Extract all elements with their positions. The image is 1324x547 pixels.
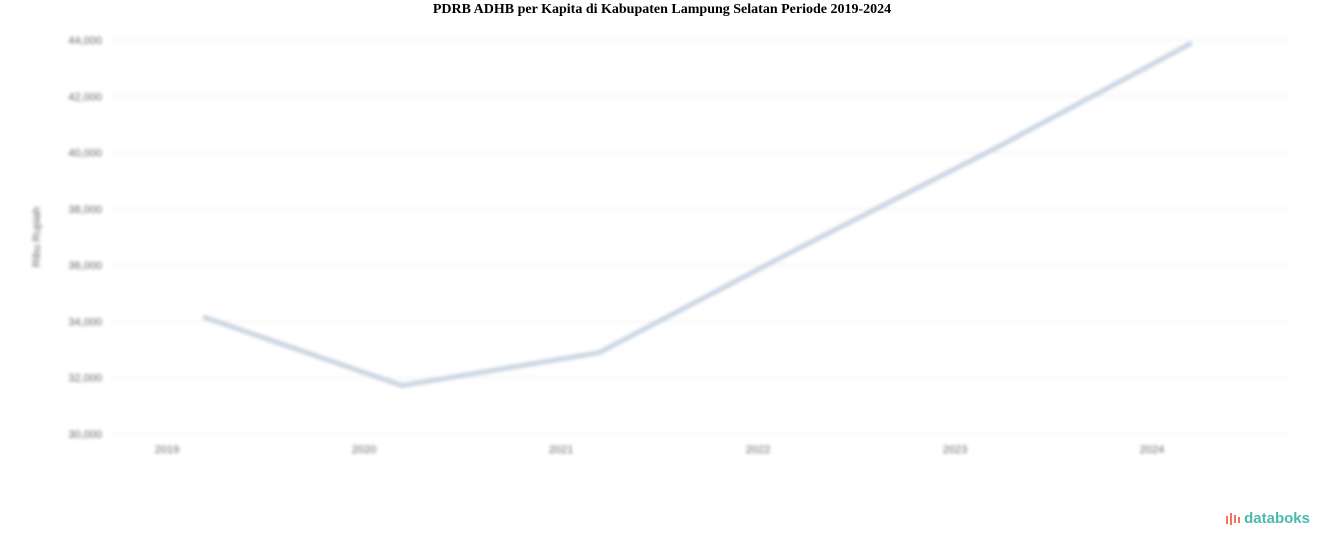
y-tick-label: 40,000 xyxy=(68,148,102,160)
x-tick-label: 2024 xyxy=(1140,444,1164,456)
x-tick-label: 2022 xyxy=(746,444,770,456)
x-tick-label: 2023 xyxy=(943,444,967,456)
y-tick-label: 44,000 xyxy=(68,35,102,47)
chart-title: PDRB ADHB per Kapita di Kabupaten Lampun… xyxy=(432,2,892,17)
databoks-wordmark: databoks xyxy=(1244,510,1310,527)
x-tick-label: 2019 xyxy=(155,444,179,456)
data-point xyxy=(794,247,798,252)
data-point xyxy=(597,350,601,355)
data-point xyxy=(203,315,207,320)
databoks-logo: databoks xyxy=(1225,510,1310,527)
y-tick-label: 32,000 xyxy=(68,373,102,385)
y-tick-label: 30,000 xyxy=(68,429,102,441)
data-point xyxy=(400,383,404,388)
series-line xyxy=(202,41,1193,389)
y-tick-label: 34,000 xyxy=(68,316,102,328)
data-point xyxy=(1188,41,1192,46)
y-tick-label: 42,000 xyxy=(68,91,102,103)
y-tick-label: 36,000 xyxy=(68,260,102,272)
y-axis-label: Ribu Rupiah xyxy=(31,207,43,268)
x-tick-label: 2020 xyxy=(352,444,376,456)
y-tick-label: 38,000 xyxy=(68,204,102,216)
data-point xyxy=(991,147,995,152)
databoks-bars-icon xyxy=(1226,512,1241,525)
x-tick-label: 2021 xyxy=(549,444,573,456)
